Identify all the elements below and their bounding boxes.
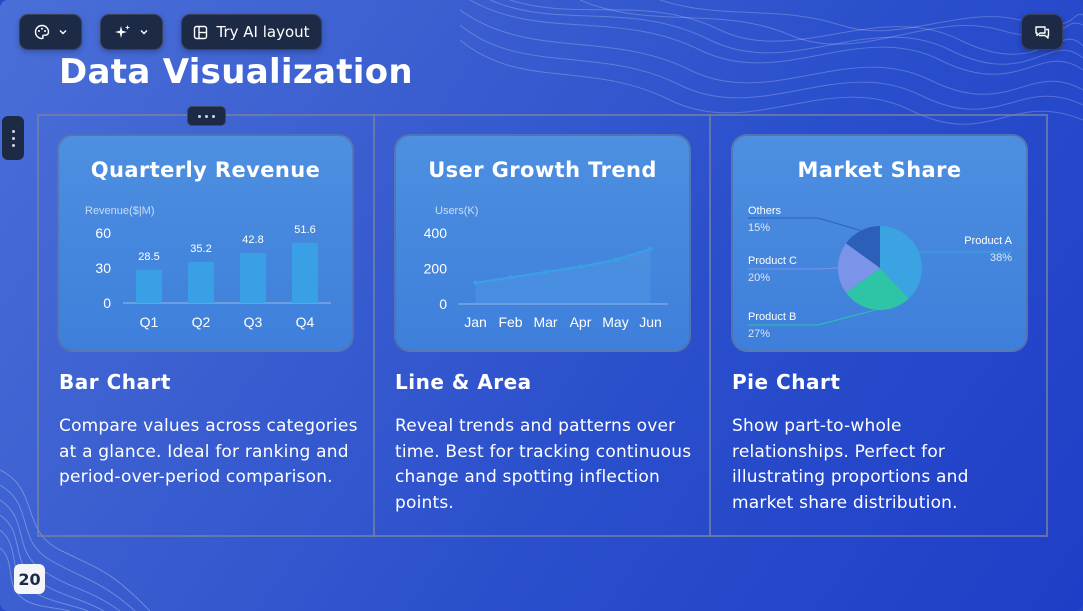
line-point — [543, 269, 548, 275]
line-chart-card[interactable]: User Growth Trend Users(K) 0 200 400 Jan Feb M… — [394, 134, 691, 352]
line-category-label: May — [602, 314, 628, 330]
column-divider — [373, 114, 375, 537]
bar-ytick-label: 60 — [95, 225, 111, 241]
bar-chart: Revenue($|M) 0 30 60 28.5 Q1 35.2 Q2 42.8 Q3 51.6 Q… — [85, 205, 331, 330]
bar-value-label: 51.6 — [294, 224, 315, 236]
line-point — [578, 264, 583, 269]
bar-chart-card[interactable]: Quarterly Revenue Revenue($|M) 0 30 60 28.5 Q… — [57, 134, 354, 352]
line-category-label: Jan — [464, 314, 487, 330]
line-chart-title: User Growth Trend — [428, 158, 657, 182]
line-point — [473, 280, 478, 285]
line-point — [648, 246, 653, 252]
sparkle-icon — [114, 25, 130, 38]
pie-slice — [846, 226, 880, 268]
pie-slice — [846, 268, 909, 310]
bar — [292, 242, 318, 303]
try-ai-layout-label: Try AI layout — [216, 23, 310, 41]
bar — [188, 261, 214, 303]
palette-icon — [34, 24, 49, 40]
bar-chart-title: Quarterly Revenue — [90, 158, 321, 182]
bar — [136, 269, 162, 303]
comment-button[interactable] — [1021, 14, 1063, 50]
line-area-fill — [475, 248, 651, 304]
line-category-label: Feb — [498, 314, 522, 330]
layout-icon — [194, 25, 208, 39]
bar-ytick-label: 30 — [95, 260, 111, 276]
pie-slice-value: 20% — [748, 272, 770, 284]
content-grid[interactable] — [37, 114, 1048, 537]
line-category-label: Apr — [570, 314, 592, 330]
pie-slice-label: Others — [748, 205, 782, 217]
bar-category-label: Q1 — [140, 314, 159, 330]
try-ai-layout-button[interactable]: Try AI layout — [181, 14, 322, 50]
line-ytick-label: 200 — [424, 261, 448, 277]
pie-leader-line — [748, 267, 839, 270]
page-number-badge: 20 — [14, 564, 45, 594]
line-ytick-label: 400 — [424, 225, 448, 241]
pie-slice — [880, 226, 922, 299]
bar-category-label: Q3 — [244, 314, 263, 330]
line-point — [508, 275, 513, 280]
bar-ylabel: Revenue($|M) — [85, 205, 155, 217]
bar-value-label: 35.2 — [190, 243, 211, 255]
line-area-heading[interactable]: Line & Area — [395, 370, 532, 394]
pie-slice-value: 38% — [990, 252, 1012, 264]
chevron-down-icon — [140, 30, 147, 35]
line-category-label: Jun — [639, 314, 662, 330]
pie-slice-value: 15% — [748, 222, 770, 234]
bar-chart-heading[interactable]: Bar Chart — [59, 370, 171, 394]
grid-drag-handle[interactable] — [187, 106, 226, 126]
bar-value-label: 42.8 — [242, 234, 263, 246]
pie-chart-card[interactable]: Market Share Product A 38% Product B 27% Pro… — [731, 134, 1028, 352]
theme-dropdown-button[interactable] — [19, 14, 82, 50]
line-chart: Users(K) 0 200 400 Jan Feb Mar Apr May Jun — [424, 205, 668, 330]
slide-title[interactable]: Data Visualization — [59, 52, 413, 92]
pie-chart-description[interactable]: Show part-to-whole relationships. Perfec… — [732, 416, 969, 513]
line-area-description[interactable]: Reveal trends and patterns over time. Be… — [395, 416, 692, 513]
pie-chart-title: Market Share — [797, 158, 962, 182]
chevron-down-icon — [59, 30, 66, 35]
line-ytick-label: 0 — [439, 296, 447, 312]
pie-leader-line — [748, 309, 877, 326]
bar-category-label: Q2 — [192, 314, 211, 330]
pie-chart: Product A 38% Product B 27% Product C 20% Othe… — [748, 205, 1013, 340]
bar-chart-description[interactable]: Compare values across categories at a gl… — [59, 416, 358, 487]
pie-slice-label: Product B — [748, 311, 796, 323]
line-category-label: Mar — [533, 314, 557, 330]
bar-value-label: 28.5 — [138, 251, 159, 263]
pie-leader-line — [912, 251, 1012, 254]
bar-category-label: Q4 — [296, 314, 315, 330]
pie-slice-label: Product A — [964, 235, 1012, 247]
pie-slice — [838, 243, 880, 293]
pie-leader-line — [748, 217, 862, 232]
comment-icon — [1035, 26, 1050, 39]
magic-dropdown-button[interactable] — [100, 14, 163, 50]
pie-chart-heading[interactable]: Pie Chart — [732, 370, 841, 394]
line-ylabel: Users(K) — [435, 205, 478, 217]
side-drag-handle[interactable] — [2, 116, 24, 160]
column-divider — [709, 114, 711, 537]
pie-slice-label: Product C — [748, 255, 797, 267]
bar-ytick-label: 0 — [103, 295, 111, 311]
bar — [240, 253, 266, 303]
line-series — [475, 248, 651, 284]
line-point — [613, 257, 618, 262]
pie-slice-value: 27% — [748, 328, 770, 340]
